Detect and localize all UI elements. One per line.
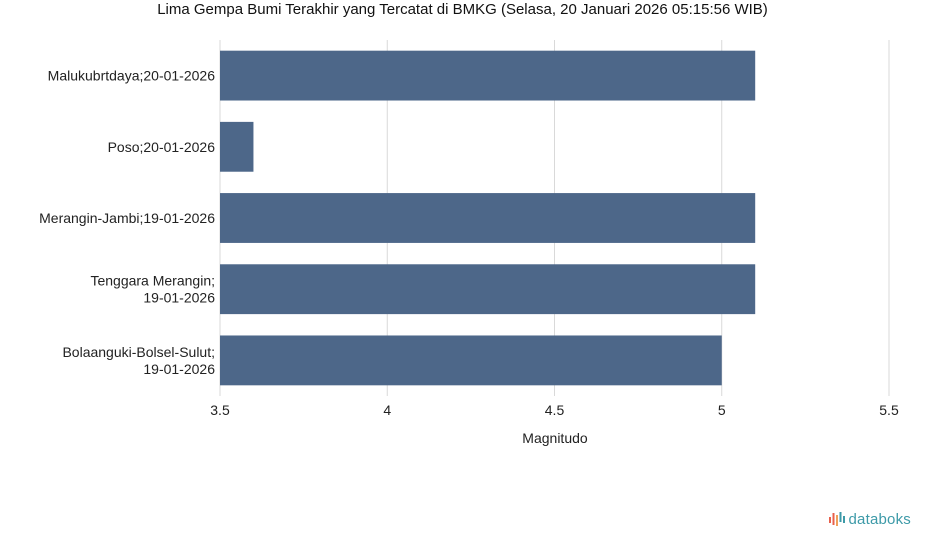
databoks-logo-icon bbox=[828, 512, 845, 526]
category-label-line: Merangin-Jambi;19-01-2026 bbox=[39, 210, 215, 226]
category-label: Poso;20-01-2026 bbox=[108, 139, 216, 155]
category-label-line: Malukubrtdaya;20-01-2026 bbox=[48, 68, 216, 84]
category-label-line: 19-01-2026 bbox=[143, 290, 215, 306]
x-tick-labels: 3.5 4 4.5 5 5.5 bbox=[210, 402, 899, 418]
bar[interactable] bbox=[220, 335, 722, 386]
brand-name: databoks bbox=[848, 510, 911, 528]
category-label: Tenggara Merangin; 19-01-2026 bbox=[90, 273, 215, 306]
chart-title: Lima Gempa Bumi Terakhir yang Tercatat d… bbox=[157, 1, 768, 18]
category-label: Bolaanguki-Bolsel-Sulut; 19-01-2026 bbox=[62, 344, 215, 377]
bar[interactable] bbox=[220, 50, 756, 101]
bar[interactable] bbox=[220, 121, 254, 172]
bar[interactable] bbox=[220, 264, 756, 315]
category-label: Malukubrtdaya;20-01-2026 bbox=[48, 68, 216, 84]
category-label-line: Tenggara Merangin; bbox=[90, 273, 215, 289]
x-tick-label: 5.5 bbox=[879, 402, 899, 418]
category-label-line: Poso;20-01-2026 bbox=[108, 139, 216, 155]
bar[interactable] bbox=[220, 193, 756, 243]
category-label-line: 19-01-2026 bbox=[143, 361, 215, 377]
category-label-line: Bolaanguki-Bolsel-Sulut; bbox=[62, 344, 215, 360]
x-tick-label: 5 bbox=[718, 402, 726, 418]
bars bbox=[220, 50, 756, 386]
x-axis-title: Magnitudo bbox=[522, 430, 588, 446]
x-tick-label: 3.5 bbox=[210, 402, 230, 418]
category-label: Merangin-Jambi;19-01-2026 bbox=[39, 210, 215, 226]
databoks-logo: databoks bbox=[828, 510, 911, 528]
x-tick-label: 4.5 bbox=[545, 402, 565, 418]
x-tick-label: 4 bbox=[383, 402, 391, 418]
category-labels: Malukubrtdaya;20-01-2026 Poso;20-01-2026 M… bbox=[39, 68, 215, 377]
